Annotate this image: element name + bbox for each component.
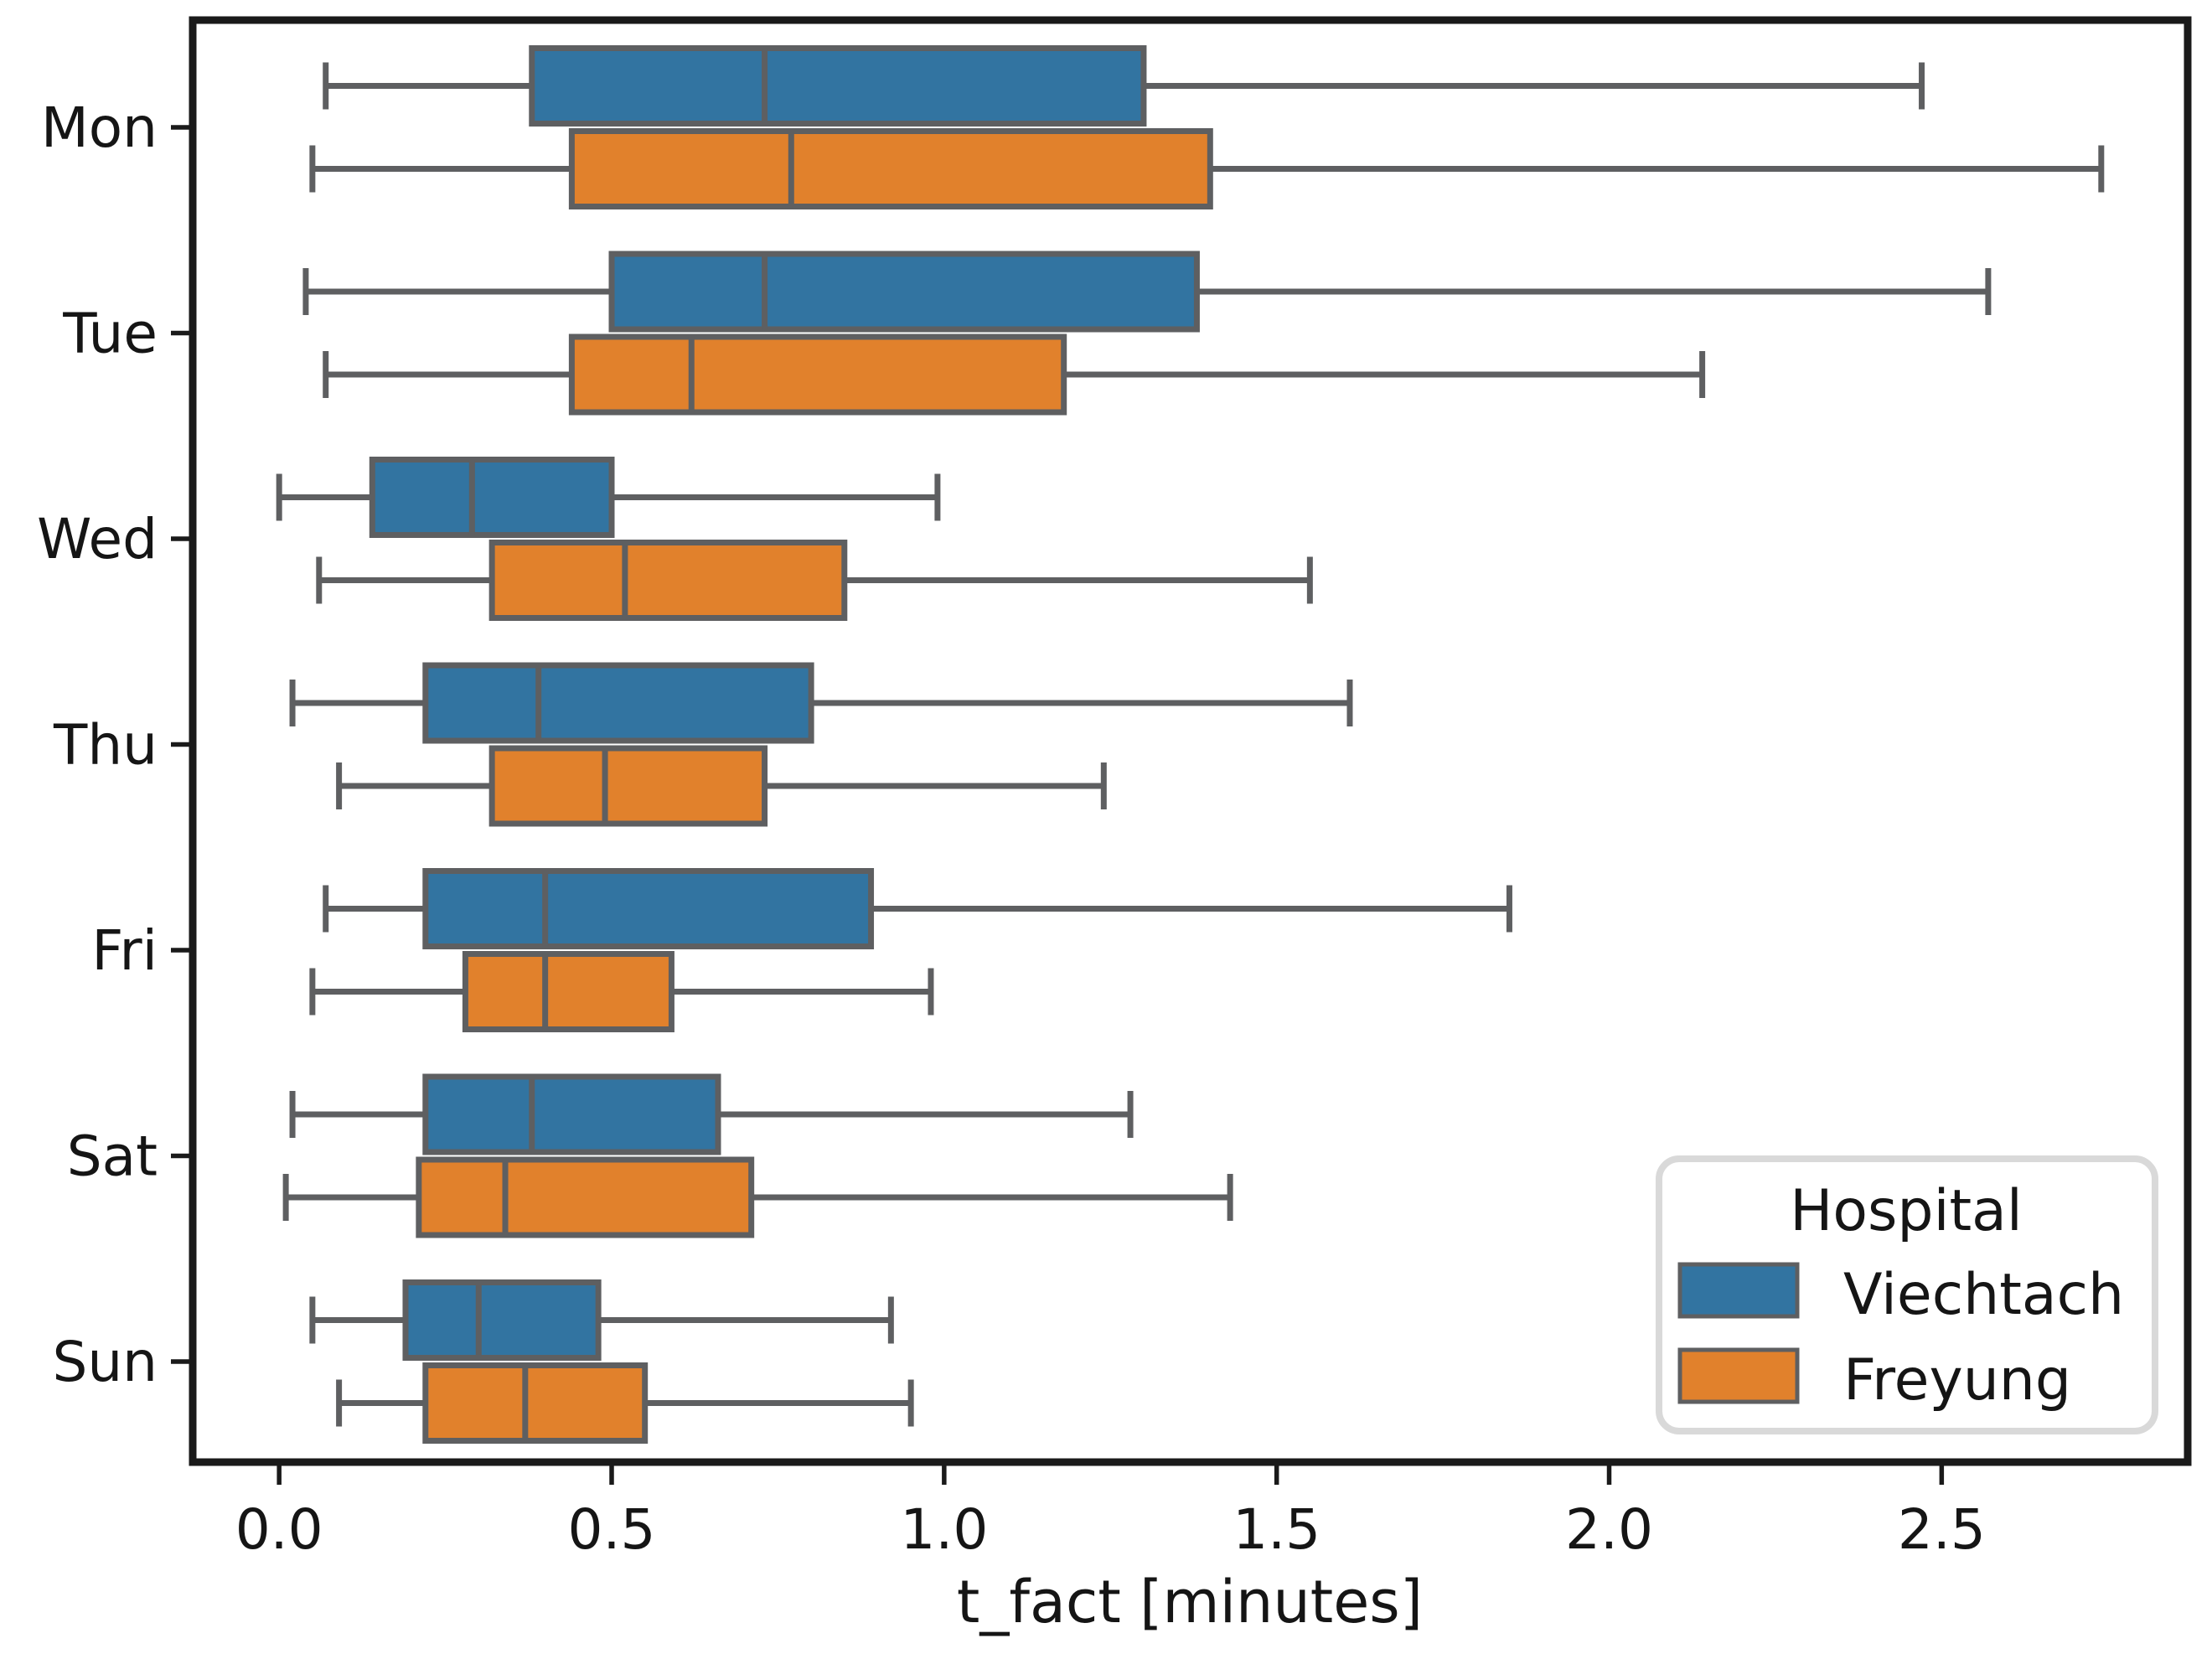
x-tick-label: 1.5 bbox=[1233, 1497, 1320, 1562]
box-viechtach-thu bbox=[422, 662, 814, 744]
legend-label-viechtach: Viechtach bbox=[1843, 1262, 2124, 1328]
x-tick-label: 2.5 bbox=[1898, 1497, 1986, 1562]
legend-swatch-freyung bbox=[1677, 1347, 1800, 1404]
box-freyung-mon bbox=[568, 128, 1213, 209]
box-viechtach-mon bbox=[529, 45, 1147, 127]
x-axis-label: t_fact [minutes] bbox=[957, 1568, 1423, 1636]
box-freyung-wed bbox=[488, 540, 848, 621]
legend-swatch-viechtach bbox=[1677, 1262, 1800, 1319]
legend: Hospital Viechtach Freyung bbox=[1656, 1155, 2158, 1434]
y-tick-label-fri: Fri bbox=[91, 918, 158, 983]
box-viechtach-sun bbox=[402, 1279, 602, 1361]
box-viechtach-fri bbox=[422, 868, 875, 949]
y-tick-label-tue: Tue bbox=[62, 302, 158, 366]
x-tick-label: 1.0 bbox=[900, 1497, 988, 1562]
box-viechtach-tue bbox=[608, 251, 1200, 333]
box-freyung-tue bbox=[568, 333, 1067, 416]
box-freyung-thu bbox=[488, 745, 768, 827]
x-tick-label: 0.0 bbox=[235, 1497, 323, 1562]
y-tick-label-sun: Sun bbox=[52, 1330, 158, 1394]
legend-label-freyung: Freyung bbox=[1843, 1347, 2071, 1414]
box-freyung-sat bbox=[416, 1156, 755, 1238]
x-tick-label: 2.0 bbox=[1565, 1497, 1653, 1562]
plot-content: 0.0 0.5 1.0 1.5 2.0 2.5 Mon Tue Wed Thu Fri Sat Sun bbox=[37, 45, 2105, 1562]
box-viechtach-wed bbox=[369, 457, 615, 538]
plot-frame bbox=[189, 16, 2192, 1466]
box-viechtach-sat bbox=[422, 1073, 721, 1155]
y-tick-label-sat: Sat bbox=[67, 1124, 158, 1189]
x-tick-label: 0.5 bbox=[568, 1497, 656, 1562]
y-tick-label-wed: Wed bbox=[37, 507, 158, 571]
legend-title: Hospital bbox=[1790, 1178, 2022, 1244]
box-freyung-fri bbox=[462, 951, 674, 1032]
y-tick-label-thu: Thu bbox=[53, 713, 158, 778]
y-tick-label-mon: Mon bbox=[41, 96, 158, 160]
box-freyung-sun bbox=[422, 1362, 649, 1444]
